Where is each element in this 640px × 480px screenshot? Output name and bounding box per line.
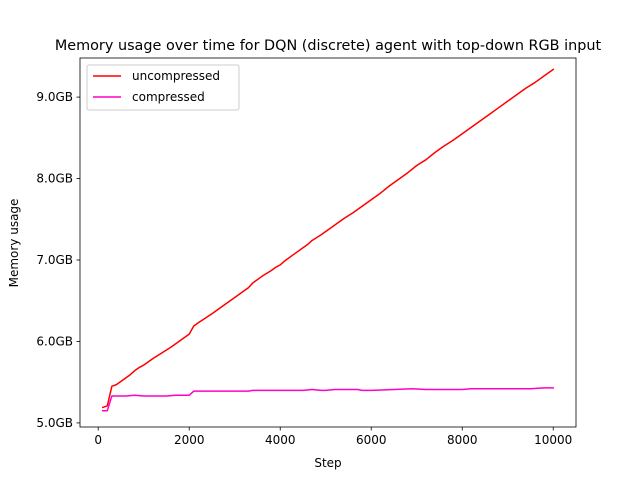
legend-box: [86, 64, 240, 111]
y-tick-label: 5.0GB: [36, 416, 73, 430]
y-tick-label: 6.0GB: [36, 334, 73, 348]
y-tick-label: 8.0GB: [36, 172, 73, 186]
y-axis-label: Memory usage: [7, 199, 21, 288]
plot-frame: [79, 57, 577, 428]
legend: uncompressed compressed: [86, 64, 240, 111]
series-line-uncompressed: [101, 68, 555, 409]
series-group: [101, 68, 555, 412]
x-tick-label: 6000: [356, 433, 387, 447]
series-line-compressed: [102, 387, 554, 412]
x-tick-label: 8000: [447, 433, 478, 447]
y-tick-label: 7.0GB: [36, 253, 73, 267]
x-tick-label: 4000: [265, 433, 296, 447]
legend-label-compressed: compressed: [132, 90, 205, 104]
y-axis: 5.0GB 6.0GB 7.0GB 8.0GB 9.0GB: [36, 90, 80, 430]
x-tick-label: 10000: [534, 433, 572, 447]
plot-area: [79, 57, 577, 428]
x-tick-label: 2000: [174, 433, 205, 447]
legend-items: uncompressed compressed: [93, 69, 220, 104]
x-tick-label: 0: [94, 433, 102, 447]
y-tick-label: 9.0GB: [36, 90, 73, 104]
legend-label-uncompressed: uncompressed: [132, 69, 220, 83]
chart-title: Memory usage over time for DQN (discrete…: [55, 38, 602, 54]
x-axis-label: Step: [314, 456, 341, 470]
x-axis: 0 2000 4000 6000 8000 10000: [94, 427, 572, 447]
